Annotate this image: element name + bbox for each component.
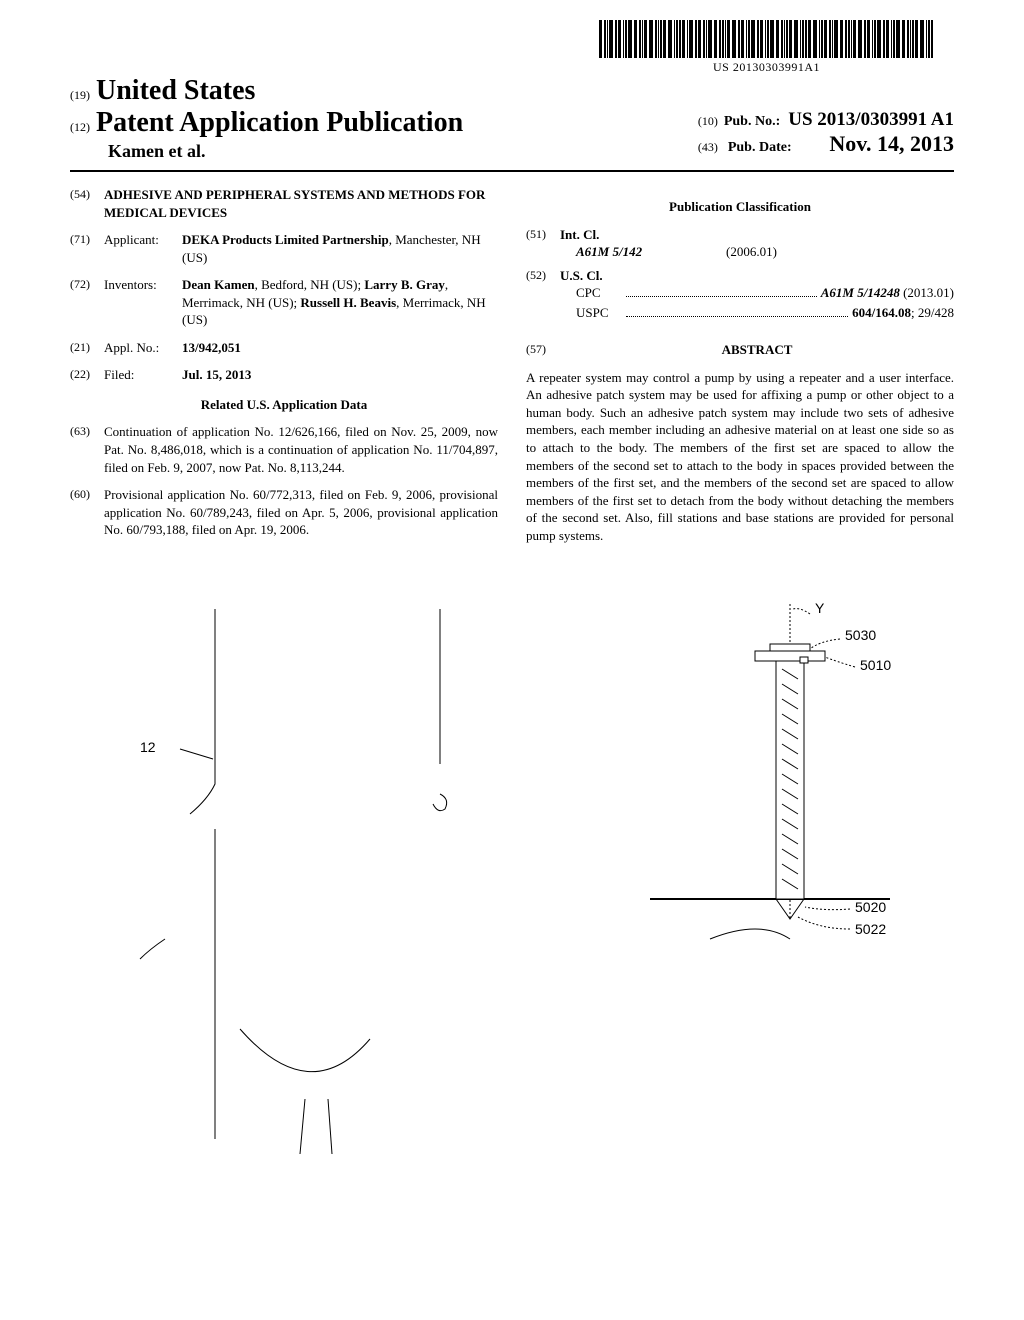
barcode-graphic xyxy=(599,20,934,58)
invention-title: ADHESIVE AND PERIPHERAL SYSTEMS AND METH… xyxy=(104,186,498,221)
continuation-text: Continuation of application No. 12/626,1… xyxy=(104,423,498,476)
figure-svg xyxy=(70,599,954,1159)
uspc-label: USPC xyxy=(576,304,622,322)
filed-label: Filed: xyxy=(104,366,182,384)
figure-label-12: 12 xyxy=(140,739,156,755)
inventors-value: Dean Kamen, Bedford, NH (US); Larry B. G… xyxy=(182,276,498,329)
dotted-leader xyxy=(626,306,848,317)
uscl-label: U.S. Cl. xyxy=(560,267,954,285)
related-data-heading: Related U.S. Application Data xyxy=(70,396,498,414)
pubno-label: Pub. No.: xyxy=(724,114,780,130)
pubno-value: US 2013/0303991 A1 xyxy=(788,109,954,131)
right-column: Publication Classification (51) Int. Cl.… xyxy=(526,186,954,549)
filed-value: Jul. 15, 2013 xyxy=(182,366,498,384)
field-71: (71) xyxy=(70,231,104,266)
figure-label-5010: 5010 xyxy=(860,657,891,673)
authors: Kamen et al. xyxy=(108,141,463,162)
field-43: (43) xyxy=(698,140,718,154)
field-21: (21) xyxy=(70,339,104,357)
field-10: (10) xyxy=(698,114,718,129)
figure-label-5020: 5020 xyxy=(855,899,886,915)
intcl-date: (2006.01) xyxy=(726,243,777,261)
country: United States xyxy=(96,75,255,107)
publication-type: Patent Application Publication xyxy=(96,107,463,139)
classification-heading: Publication Classification xyxy=(526,198,954,216)
figure-label-Y: Y xyxy=(815,600,824,616)
field-60: (60) xyxy=(70,486,104,539)
field-72: (72) xyxy=(70,276,104,329)
abstract-text: A repeater system may control a pump by … xyxy=(526,369,954,544)
inventors-label: Inventors: xyxy=(104,276,182,329)
pubdate-label: Pub. Date: xyxy=(728,140,792,155)
intcl-label: Int. Cl. xyxy=(560,226,954,244)
figure-label-5030: 5030 xyxy=(845,627,876,643)
field-57: (57) xyxy=(526,341,560,359)
field-52: (52) xyxy=(526,267,560,324)
figure: 12 Y 5030 5010 5020 5022 xyxy=(70,599,954,1159)
applno-value: 13/942,051 xyxy=(182,339,498,357)
field-12: (12) xyxy=(70,120,90,135)
figure-label-5022: 5022 xyxy=(855,921,886,937)
pubdate-value: Nov. 14, 2013 xyxy=(829,131,954,157)
applno-label: Appl. No.: xyxy=(104,339,182,357)
left-column: (54) ADHESIVE AND PERIPHERAL SYSTEMS AND… xyxy=(70,186,498,549)
applicant-label: Applicant: xyxy=(104,231,182,266)
bibliographic-columns: (54) ADHESIVE AND PERIPHERAL SYSTEMS AND… xyxy=(70,186,954,549)
field-63: (63) xyxy=(70,423,104,476)
field-19: (19) xyxy=(70,88,90,103)
applicant-value: DEKA Products Limited Partnership, Manch… xyxy=(182,231,498,266)
field-22: (22) xyxy=(70,366,104,384)
cpc-value: A61M 5/14248 (2013.01) xyxy=(821,284,954,302)
field-54: (54) xyxy=(70,186,104,221)
field-51: (51) xyxy=(526,226,560,263)
patent-page: US 20130303991A1 (19) United States (12)… xyxy=(0,0,1024,1199)
cpc-label: CPC xyxy=(576,284,622,302)
provisional-text: Provisional application No. 60/772,313, … xyxy=(104,486,498,539)
abstract-title: ABSTRACT xyxy=(560,341,954,359)
divider-rule xyxy=(70,170,954,172)
intcl-code: A61M 5/142 xyxy=(576,243,696,261)
dotted-leader xyxy=(626,286,817,297)
uspc-value: 604/164.08; 29/428 xyxy=(852,304,954,322)
barcode-text: US 20130303991A1 xyxy=(599,60,934,75)
barcode-block: US 20130303991A1 xyxy=(599,20,934,75)
header: (19) United States (12) Patent Applicati… xyxy=(70,75,954,162)
